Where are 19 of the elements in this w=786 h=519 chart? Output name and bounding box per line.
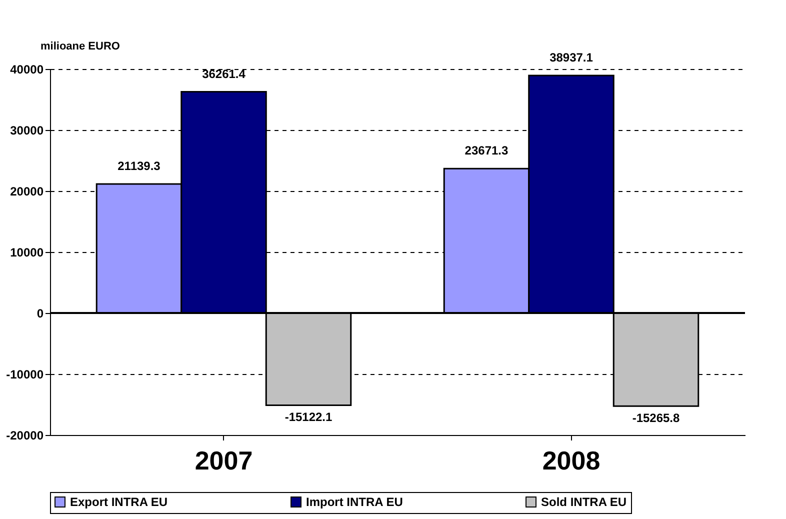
- x-tick-label: 2008: [542, 446, 600, 476]
- data-label: -15265.8: [632, 411, 680, 426]
- data-label: 36261.4: [202, 66, 246, 81]
- legend-label: Sold INTRA EU: [541, 495, 627, 509]
- y-tick-label: 0: [36, 306, 44, 320]
- legend-label: Export INTRA EU: [70, 495, 168, 509]
- legend-label: Import INTRA EU: [306, 495, 403, 509]
- data-label: -15122.1: [284, 410, 333, 424]
- y-tick-label: -20000: [6, 428, 44, 442]
- y-tick-label: 10000: [10, 246, 44, 260]
- data-label: 21139.3: [118, 159, 161, 174]
- data-label: 38937.1: [550, 50, 594, 64]
- x-tick-label: 2007: [194, 446, 253, 476]
- y-tick-label: -10000: [6, 368, 44, 382]
- y-tick-label: 20000: [10, 184, 44, 198]
- y-tick-label: 30000: [10, 124, 44, 138]
- y-axis-title: milioane EURO: [40, 40, 120, 52]
- y-tick-label: 40000: [10, 62, 44, 76]
- data-label: 23671.3: [464, 144, 508, 158]
